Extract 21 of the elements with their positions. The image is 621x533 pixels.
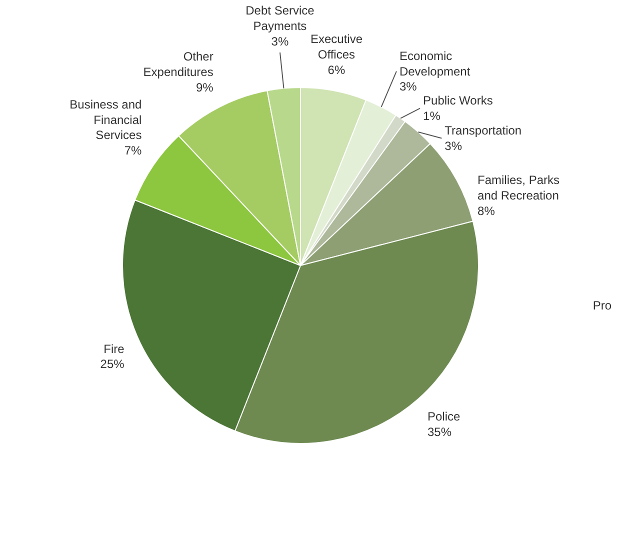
slice-label: Families, Parks and Recreation xyxy=(478,173,560,202)
slice-label: Transportation xyxy=(444,124,522,138)
slice-label: Public Works xyxy=(423,94,493,108)
data-label: 35% xyxy=(427,424,452,439)
slice-label: Fire xyxy=(104,342,125,356)
data-label: 1% xyxy=(423,108,441,123)
data-label: 8% xyxy=(478,204,496,218)
slice-label: Debt Service Payments xyxy=(246,4,315,34)
slice-label: Economic Development xyxy=(399,48,471,78)
data-label: 25% xyxy=(100,357,125,372)
slice-label: Other Expenditures xyxy=(143,50,214,80)
slice-label: Police xyxy=(427,410,460,424)
data-label: 3% xyxy=(271,34,289,48)
slice-label: Executive Offices xyxy=(310,32,363,62)
data-label: 3% xyxy=(444,138,462,153)
data-label: 3% xyxy=(399,80,418,94)
data-label: 9% xyxy=(196,80,214,94)
slice-label: Business and Financial Services xyxy=(70,97,142,142)
data-label: 6% xyxy=(328,62,346,77)
data-label: 7% xyxy=(124,144,142,158)
text: Pro xyxy=(592,298,612,312)
